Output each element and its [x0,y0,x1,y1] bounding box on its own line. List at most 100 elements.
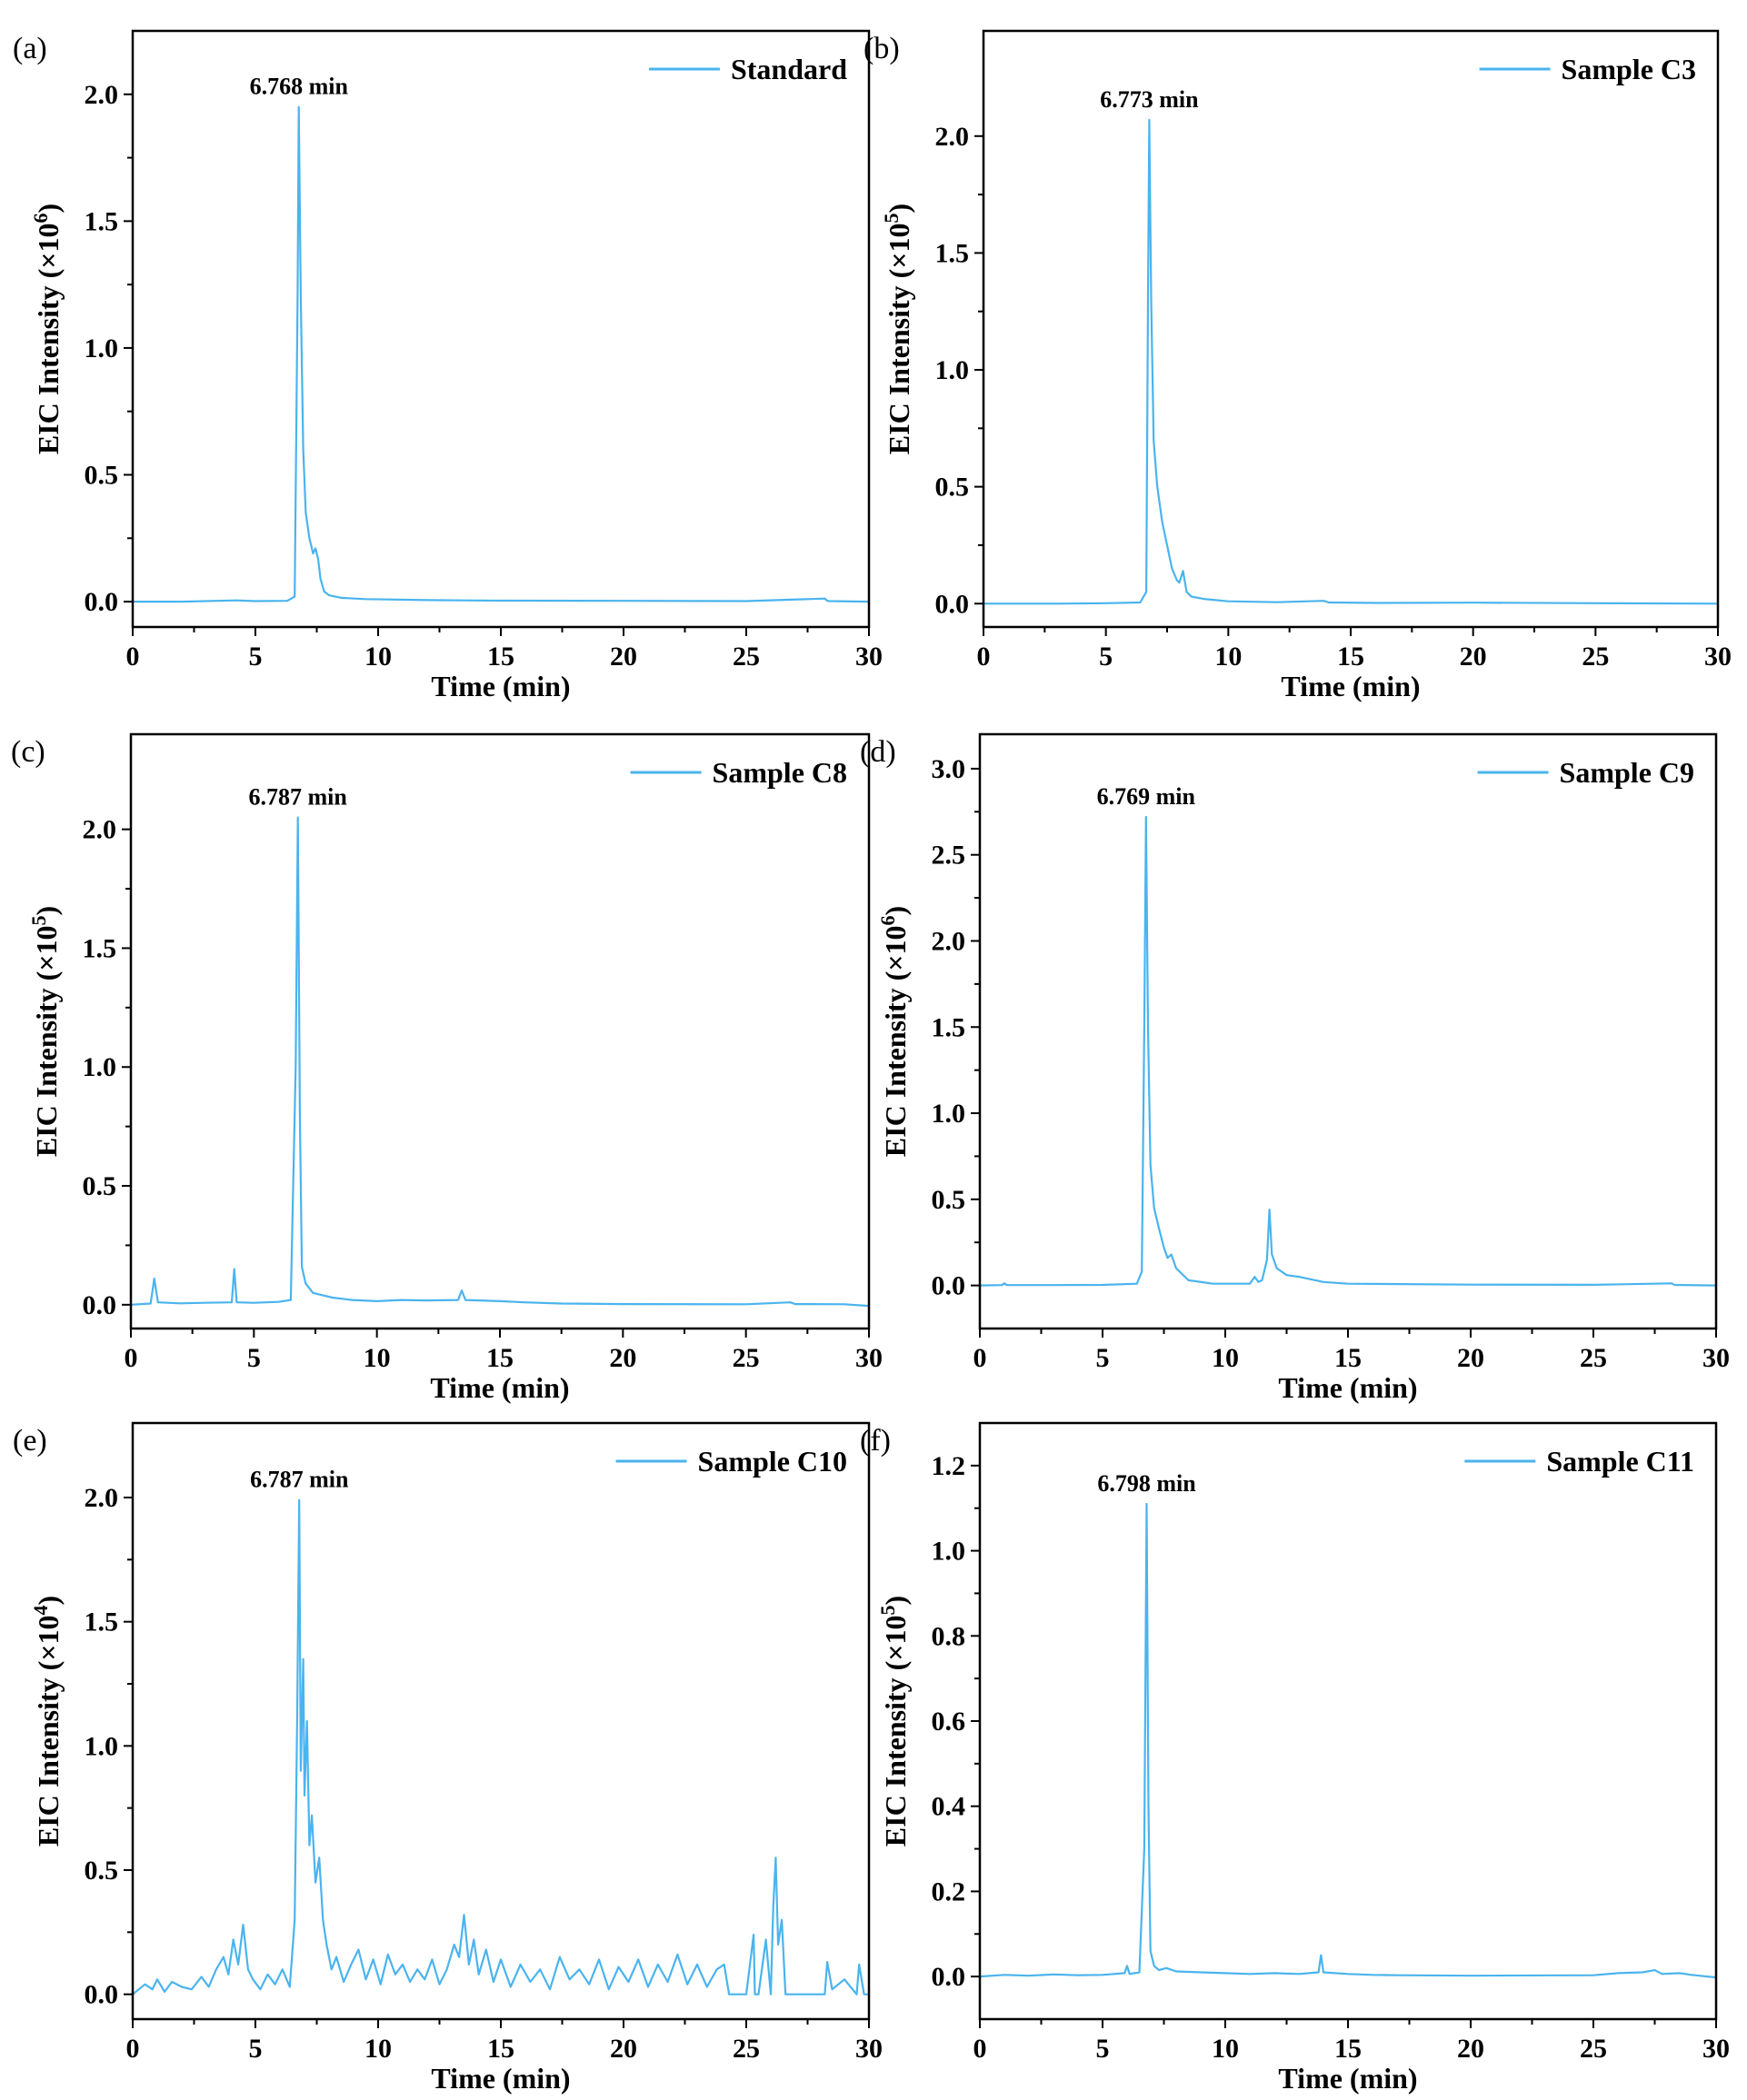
y-axis-title-exponent: 5 [27,915,50,925]
panel-letter: (a) [13,32,47,65]
x-tick-label: 0 [973,2034,987,2064]
y-axis-title-main: EIC Intensity (×10 [32,223,65,454]
y-tick-label: 1.0 [85,1731,119,1761]
series-line [133,105,869,603]
x-tick-label: 20 [1460,642,1487,672]
y-axis-title: EIC Intensity (×104) [29,1596,65,1846]
y-tick-label: 2.5 [932,841,966,871]
x-tick-label: 20 [1457,1343,1484,1373]
panel-letter: (c) [11,735,45,769]
y-tick-label: 0.2 [932,1876,966,1906]
y-axis-title-close: ) [879,906,912,916]
chart-panel-f: (f) 0 5 10 15 20 25 30 0.0 0.2 0.4 0.6 0.8 1.0 1.2 Time… [860,1421,1730,2095]
y-axis-title: EIC Intensity (×105) [876,1596,912,1846]
legend-label: Sample C9 [1560,756,1694,789]
peak-annotation: 6.773 min [1100,86,1199,113]
plot-frame [131,29,871,629]
y-tick-label: 0.0 [932,1271,966,1301]
y-axis-title: EIC Intensity (×106) [876,906,912,1157]
y-axis-title-main: EIC Intensity (×10 [30,925,63,1157]
x-tick-label: 10 [1212,2034,1239,2064]
y-axis-title-close: ) [879,1596,912,1606]
peak-annotation: 6.768 min [250,74,349,100]
x-tick-label: 5 [249,2034,263,2064]
y-axis-title-close: ) [883,204,915,214]
series-line [131,816,869,1308]
y-tick-label: 2.0 [85,1483,119,1513]
y-axis-title: EIC Intensity (×105) [27,906,63,1157]
x-tick-label: 10 [364,2034,392,2064]
x-axis-title: Time (min) [430,1371,569,1404]
y-axis-title-close: ) [30,906,63,916]
x-axis-title: Time (min) [431,2062,570,2095]
y-tick-label: 2.0 [935,122,970,152]
series-line [980,815,1716,1287]
y-tick-label: 0.0 [935,589,970,619]
x-tick-label: 5 [1096,1343,1110,1373]
y-tick-label: 0.5 [932,1185,966,1215]
y-axis-title-close: ) [32,204,65,214]
y-tick-label: 0.0 [85,1980,119,2010]
y-axis-title-exponent: 4 [29,1605,52,1615]
x-axis-title: Time (min) [1278,2062,1417,2095]
y-axis-title: EIC Intensity (×106) [29,204,65,454]
x-tick-label: 30 [855,2034,883,2064]
x-tick-label: 5 [247,1343,261,1373]
y-axis-title-close: ) [32,1596,65,1606]
y-tick-label: 0.5 [935,473,970,503]
plot-frame [978,1421,1718,2021]
series-line [133,1498,869,1995]
x-tick-label: 0 [125,1343,138,1373]
y-tick-label: 0.5 [83,1171,117,1201]
x-axis-title: Time (min) [1278,1371,1417,1404]
x-tick-label: 20 [610,2034,637,2064]
legend-label: Sample C10 [698,1445,847,1478]
x-tick-label: 0 [126,642,140,672]
series-line [983,118,1718,605]
x-tick-label: 0 [973,1343,987,1373]
y-tick-label: 1.5 [85,1607,119,1637]
x-tick-label: 15 [487,2034,514,2064]
y-tick-label: 1.5 [83,933,117,963]
legend-label: Sample C11 [1546,1445,1694,1478]
legend-label: Standard [731,53,847,85]
legend-label: Sample C8 [713,756,847,789]
y-axis-title-main: EIC Intensity (×10 [879,1615,912,1846]
panel-letter: (f) [860,1424,891,1458]
y-axis-title-main: EIC Intensity (×10 [883,223,915,454]
x-tick-label: 5 [249,642,263,672]
y-axis-title-exponent: 5 [876,1605,899,1615]
chart-panel-e: (e) 0 5 10 15 20 25 30 0.0 0.5 1.0 1.5 2.0 Time (min)… [13,1421,883,2095]
plot-frame [978,732,1718,1330]
y-tick-label: 0.0 [85,587,119,617]
x-tick-label: 30 [1702,2034,1730,2064]
y-axis-title: EIC Intensity (×105) [880,204,915,454]
chart-panel-c: (c) 0 5 10 15 20 25 30 0.0 0.5 1.0 1.5 2.0 Time (min)… [11,732,883,1404]
x-axis-title: Time (min) [431,670,570,702]
panel-letter: (d) [860,735,896,769]
x-tick-label: 30 [855,642,883,672]
y-axis-title-exponent: 6 [876,915,899,925]
x-tick-label: 30 [855,1343,883,1373]
y-tick-label: 0.0 [932,1962,966,1992]
y-tick-label: 1.0 [85,333,119,363]
peak-annotation: 6.787 min [249,784,348,811]
x-tick-label: 15 [486,1343,514,1373]
plot-frame [129,732,871,1330]
panel-letter: (e) [13,1424,47,1458]
y-tick-label: 0.6 [932,1707,966,1737]
chart-panel-b: (b) 0 5 10 15 20 25 30 0.0 0.5 1.0 1.5 2.0 Time (min)… [864,29,1732,702]
y-tick-label: 2.0 [85,80,119,110]
y-tick-label: 2.0 [932,926,966,956]
y-tick-label: 1.5 [932,1012,966,1042]
peak-annotation: 6.798 min [1097,1470,1196,1497]
peak-annotation: 6.787 min [250,1467,349,1493]
y-tick-label: 0.0 [83,1290,117,1320]
x-tick-label: 25 [733,2034,760,2064]
x-tick-label: 10 [364,1343,391,1373]
y-tick-label: 0.4 [932,1792,966,1822]
x-tick-label: 0 [977,642,991,672]
y-tick-label: 0.5 [85,461,119,491]
x-tick-label: 20 [1457,2034,1484,2064]
